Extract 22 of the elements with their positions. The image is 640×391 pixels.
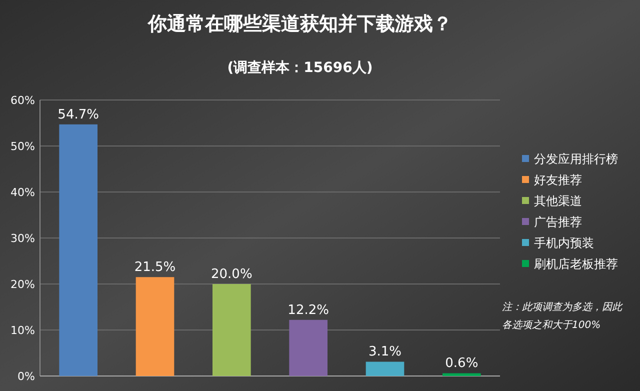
y-tick-label: 60%	[10, 94, 35, 107]
y-tick-label: 20%	[10, 278, 35, 291]
y-tick-label: 40%	[10, 186, 35, 199]
y-tick-label: 30%	[10, 232, 35, 245]
y-tick-label: 0%	[18, 370, 35, 383]
chart-title: 你通常在哪些渠道获知并下载游戏？	[147, 13, 452, 35]
text: 21.5%	[134, 260, 176, 276]
y-tick-label: 10%	[10, 324, 35, 337]
text: 注：此项调查为多选，因此各选项之和大于100%	[502, 301, 623, 331]
legend-label: 分发应用排行榜	[534, 152, 618, 166]
legend-label: 手机内预装	[534, 236, 594, 250]
legend-label: 其他渠道	[534, 194, 582, 208]
text: 0.6%	[445, 356, 478, 372]
text: 12.2%	[288, 302, 329, 318]
y-tick-label: 50%	[10, 140, 35, 153]
chart-subtitle: (调查样本：15696人)	[227, 60, 373, 76]
legend-label: 广告推荐	[534, 215, 582, 229]
text: 54.7%	[58, 107, 99, 122]
legend-label: 好友推荐	[534, 173, 582, 187]
text: 20.0%	[211, 267, 252, 282]
text: 3.1%	[368, 344, 402, 360]
legend-label: 刷机店老板推荐	[534, 257, 618, 271]
